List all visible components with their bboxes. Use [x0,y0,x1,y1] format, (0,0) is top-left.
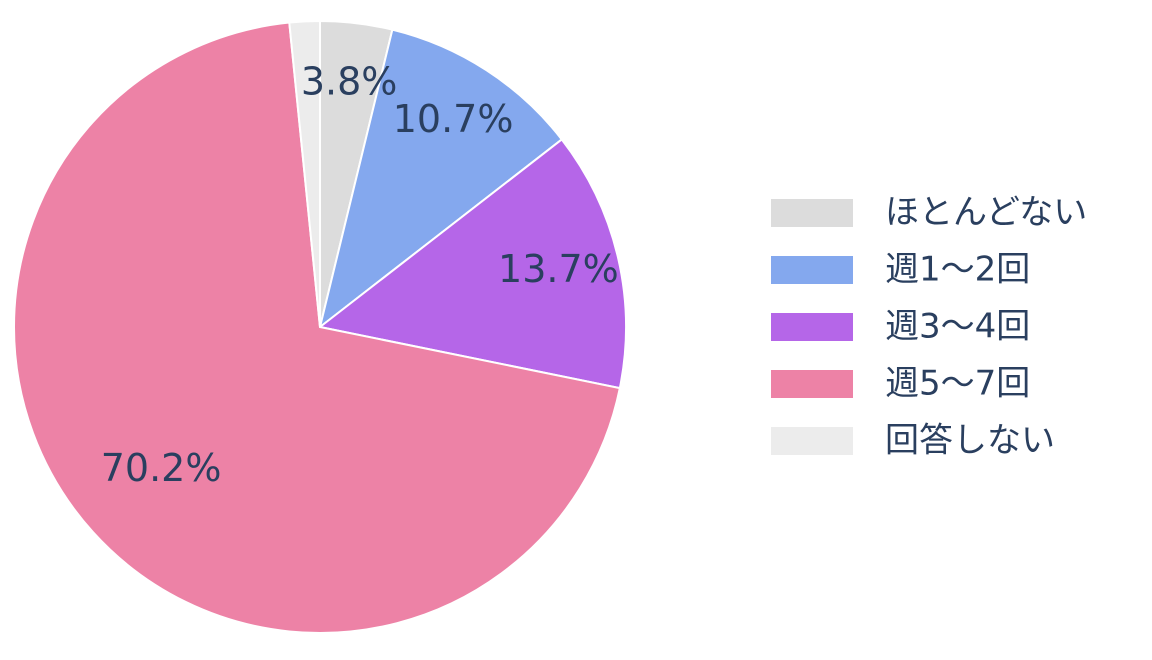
pie-slice [317,138,627,390]
legend-label: 週5〜7回 [885,364,1030,404]
legend-label: ほとんどない [885,193,1087,233]
slice-label: 10.7% [393,97,514,141]
pie-slice [288,19,321,328]
legend-swatch [771,313,853,341]
slice-label: 3.8% [301,59,398,103]
legend-swatch [771,256,853,284]
legend-swatch [771,199,853,227]
legend-label: 回答しない [885,421,1055,461]
legend-swatch [771,370,853,398]
pie-slice [13,21,622,634]
pie-slice [318,28,564,330]
legend-label: 週1〜2回 [885,250,1030,290]
slice-label: 13.7% [498,247,619,291]
legend-label: 週3〜4回 [885,307,1030,347]
slice-label: 70.2% [101,446,222,490]
legend-swatch [771,427,853,455]
